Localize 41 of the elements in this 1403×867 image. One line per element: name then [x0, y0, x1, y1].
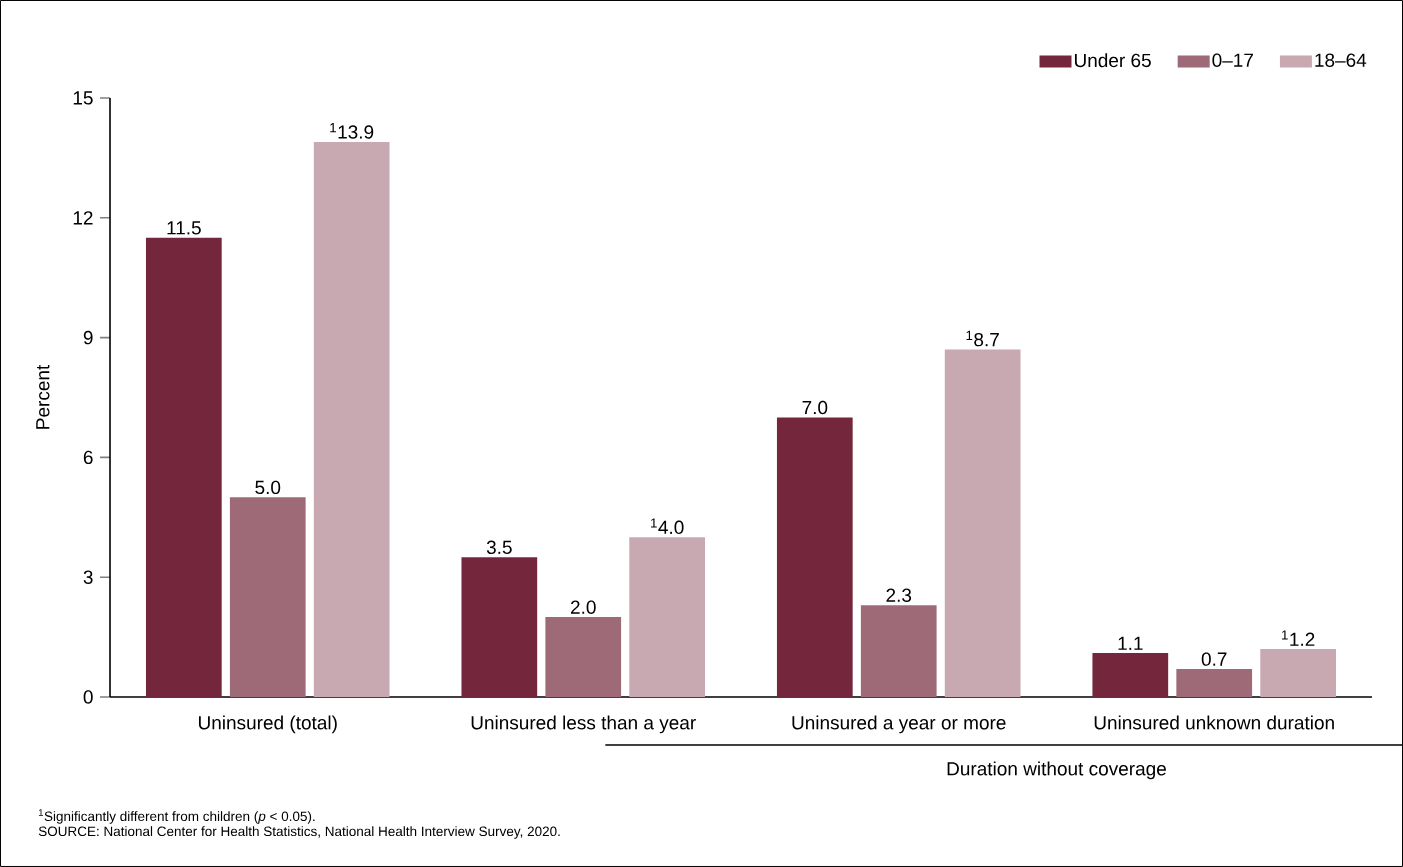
data-label: 3.5	[486, 540, 512, 555]
bar	[145, 237, 222, 697]
bar	[1092, 653, 1169, 697]
bar	[776, 417, 853, 697]
data-label: 5.0	[255, 480, 281, 495]
data-label: 7.0	[802, 400, 828, 415]
bar	[1260, 649, 1336, 697]
y-tick-label: 3	[83, 570, 93, 584]
y-tick-label: 15	[73, 91, 93, 105]
x-tick-label: Uninsured unknown duration	[1094, 715, 1334, 730]
data-label: $^{1}$4.0	[651, 518, 684, 535]
bar	[313, 141, 390, 697]
legend-label: 0–17	[1212, 53, 1253, 67]
y-tick-label: 9	[83, 330, 93, 345]
bar	[461, 557, 538, 697]
data-label: 0.7	[1201, 652, 1227, 666]
bar	[1176, 669, 1253, 697]
data-label: $^{1}$8.7	[966, 330, 999, 347]
y-tick-label: 6	[83, 450, 93, 465]
bar	[944, 349, 1021, 697]
bar	[545, 617, 622, 697]
x-tick-label: Uninsured a year or more	[792, 715, 1006, 734]
legend-label: 18–64	[1315, 53, 1367, 67]
y-tick-label: 12	[73, 211, 93, 225]
x-tick-label: Uninsured (total)	[198, 715, 337, 734]
data-label: $^{1}$13.9	[330, 123, 374, 139]
bar	[629, 537, 706, 697]
y-axis-title: Percent	[36, 364, 50, 429]
data-label: 2.3	[886, 588, 912, 602]
data-label: 11.5	[167, 221, 201, 235]
data-label: 1.1	[1118, 636, 1143, 650]
bar	[860, 605, 937, 697]
data-label: $^{1}$1.2	[1282, 630, 1315, 646]
data-label: 2.0	[570, 600, 596, 614]
bar	[229, 497, 306, 697]
y-tick-label: 0	[83, 690, 93, 704]
source-note: SOURCE: National Center for Health Statistics, National Health Interview Survey, 2020.	[38, 826, 560, 839]
x-axis-title: Duration without coverage	[947, 761, 1166, 780]
legend-label: Under 65	[1074, 53, 1151, 68]
x-tick-label: Uninsured less than a year	[471, 715, 696, 734]
text: $^{1}$Significantly different from children (p < 0.05).	[38, 809, 315, 824]
